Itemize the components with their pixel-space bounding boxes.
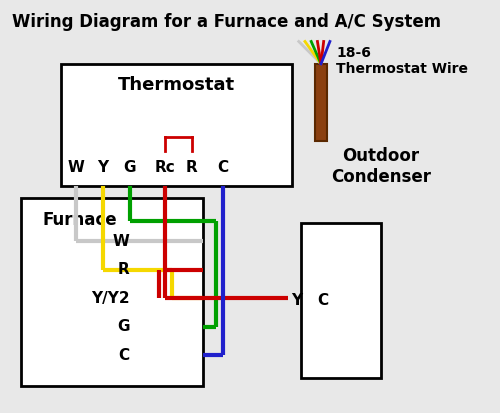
Text: Y/Y2: Y/Y2: [91, 291, 130, 306]
Text: Furnace: Furnace: [43, 211, 118, 228]
Text: Y: Y: [291, 293, 302, 308]
Text: Wiring Diagram for a Furnace and A/C System: Wiring Diagram for a Furnace and A/C Sys…: [12, 13, 441, 31]
Text: C: C: [218, 160, 228, 175]
Bar: [301, 223, 381, 377]
Text: Rc: Rc: [155, 160, 176, 175]
Bar: [315, 64, 327, 141]
Text: R: R: [186, 160, 198, 175]
Bar: [20, 198, 203, 386]
Text: G: G: [124, 160, 136, 175]
Text: W: W: [68, 160, 84, 175]
Text: Thermostat: Thermostat: [118, 76, 235, 94]
Text: C: C: [118, 348, 130, 363]
Text: R: R: [118, 262, 130, 277]
Bar: [60, 64, 292, 186]
Text: C: C: [318, 293, 329, 308]
Text: W: W: [112, 234, 130, 249]
Text: 18-6
Thermostat Wire: 18-6 Thermostat Wire: [336, 45, 468, 76]
Text: Y: Y: [98, 160, 108, 175]
Text: G: G: [117, 319, 130, 334]
Text: Outdoor
Condenser: Outdoor Condenser: [331, 147, 431, 186]
